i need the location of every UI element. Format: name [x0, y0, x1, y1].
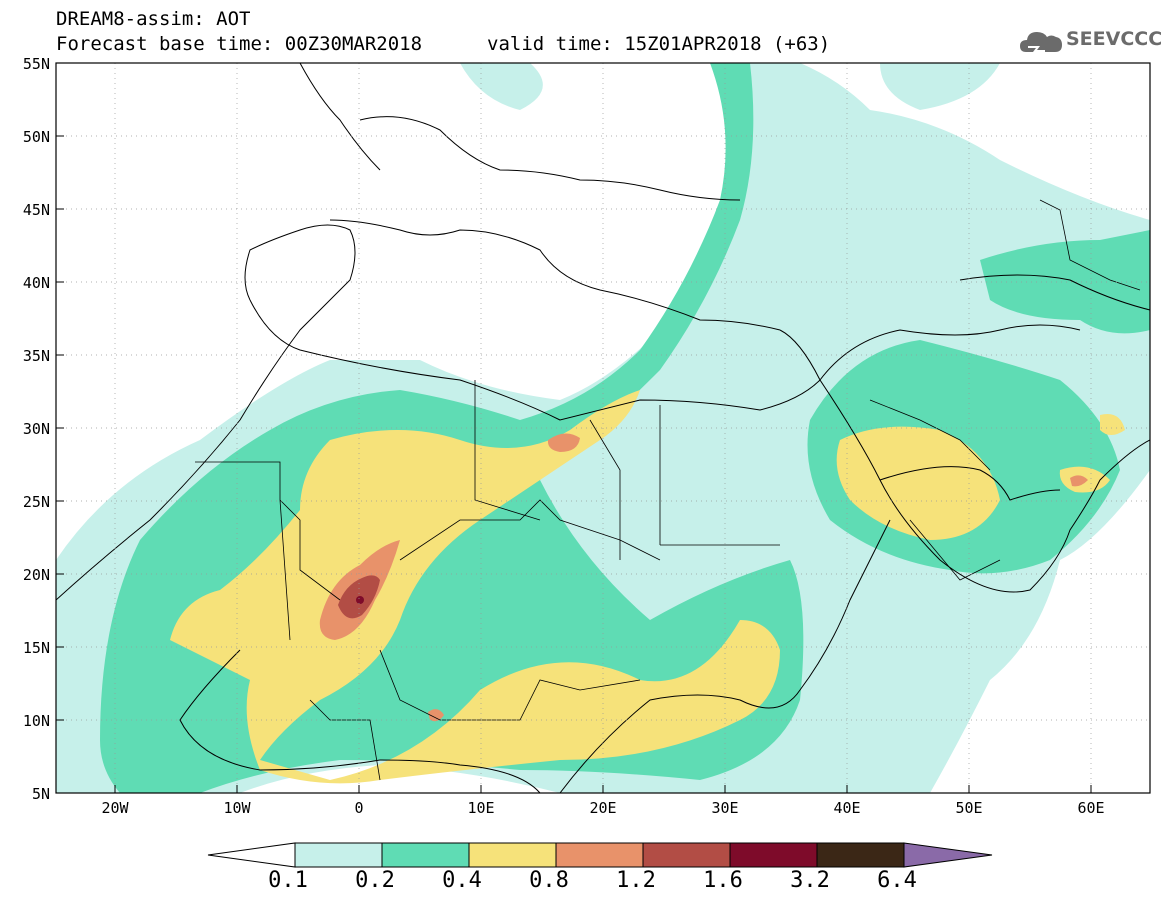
lon-label: 50E [955, 799, 983, 817]
lat-label: 5N [31, 785, 50, 803]
lat-label: 35N [22, 347, 50, 365]
legend-label: 0.2 [355, 868, 395, 893]
lon-label: 20W [101, 799, 129, 817]
legend-label: 0.1 [268, 868, 308, 893]
colorbar-segment [642, 842, 731, 868]
colorbar-low-triangle [207, 842, 296, 868]
lat-label: 20N [22, 566, 50, 584]
valid-time: valid time: 15Z01APR2018 (+63) [487, 33, 831, 55]
lat-label: 45N [22, 201, 50, 219]
colorbar-segment [468, 842, 557, 868]
lon-label: 20E [589, 799, 617, 817]
colorbar-segment [294, 842, 383, 868]
lon-label: 40E [833, 799, 861, 817]
lon-label: 0 [354, 799, 364, 817]
legend-label: 1.6 [703, 868, 743, 893]
colorbar-high-triangle [903, 842, 993, 868]
lat-label: 30N [22, 420, 50, 438]
legend-label: 0.8 [529, 868, 569, 893]
coastlines [56, 63, 1150, 793]
aot-0.4-gulf [1059, 414, 1125, 493]
lon-label: 60E [1077, 799, 1105, 817]
lat-label: 15N [22, 639, 50, 657]
aot-0.4-arabia [836, 426, 1000, 540]
legend-label: 6.4 [877, 868, 917, 893]
colorbar-segment [381, 842, 470, 868]
colorbar-segment [555, 842, 644, 868]
map-title: DREAM8-assim: AOT [56, 8, 251, 30]
lon-label: 10E [467, 799, 495, 817]
lat-label: 55N [22, 55, 50, 73]
forecast-base-time: Forecast base time: 00Z30MAR2018 [56, 33, 423, 55]
legend-label: 1.2 [616, 868, 656, 893]
colorbar-segment [816, 842, 905, 868]
aot-0.4-band [170, 390, 780, 784]
aot-1.6-core [356, 596, 364, 604]
legend-label: 0.4 [442, 868, 482, 893]
aot-0.1-north [460, 63, 1000, 110]
lat-label: 50N [22, 128, 50, 146]
lat-label: 25N [22, 493, 50, 511]
colorbar-segment [729, 842, 818, 868]
lat-label: 10N [22, 712, 50, 730]
legend-label: 3.2 [790, 868, 830, 893]
aot-0.2-east [980, 230, 1150, 334]
logo-text: SEEVCCC [1066, 28, 1163, 50]
gridlines [56, 63, 1150, 793]
borders [195, 199, 1141, 781]
axis-ticks [56, 135, 1092, 793]
lon-label: 10W [223, 799, 251, 817]
cloud-icon [1020, 32, 1062, 52]
lon-label: 30E [711, 799, 739, 817]
lat-label: 40N [22, 274, 50, 292]
